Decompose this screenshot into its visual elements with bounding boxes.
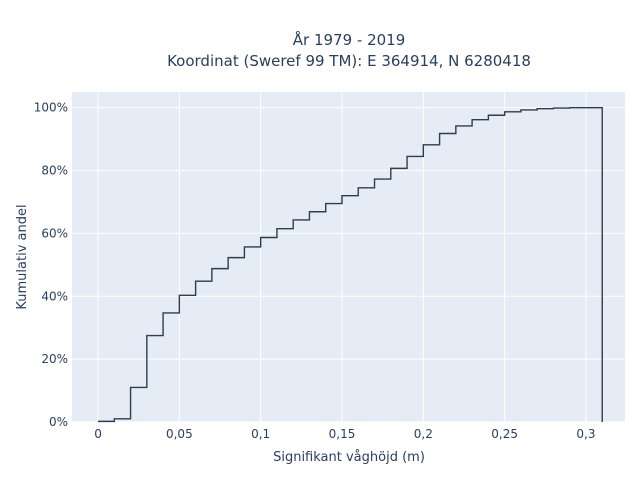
y-tick-label: 100% (34, 101, 68, 115)
x-tick-label: 0,1 (251, 427, 270, 441)
y-tick-label: 0% (49, 415, 68, 429)
chart-title: År 1979 - 2019 (293, 30, 406, 49)
y-tick-label: 60% (41, 226, 68, 240)
y-axis-title: Kumulativ andel (15, 204, 30, 309)
x-axis-ticks: 0 0,05 0,1 0,15 0,2 0,25 0,3 (94, 427, 595, 441)
x-axis-title: Signifikant våghöjd (m) (273, 450, 425, 465)
x-tick-label: 0,15 (329, 427, 356, 441)
y-tick-label: 80% (41, 164, 68, 178)
x-tick-label: 0,2 (414, 427, 433, 441)
y-tick-label: 40% (41, 289, 68, 303)
chart-subtitle: Koordinat (Sweref 99 TM): E 364914, N 62… (167, 52, 531, 70)
x-tick-label: 0,05 (166, 427, 193, 441)
x-tick-label: 0 (94, 427, 102, 441)
x-tick-label: 0,3 (576, 427, 595, 441)
y-tick-label: 20% (41, 352, 68, 366)
cumulative-step-line (98, 107, 603, 423)
x-tick-label: 0,25 (491, 427, 518, 441)
plot-background (72, 92, 625, 422)
y-axis-ticks: 0% 20% 40% 60% 80% 100% (34, 101, 68, 429)
